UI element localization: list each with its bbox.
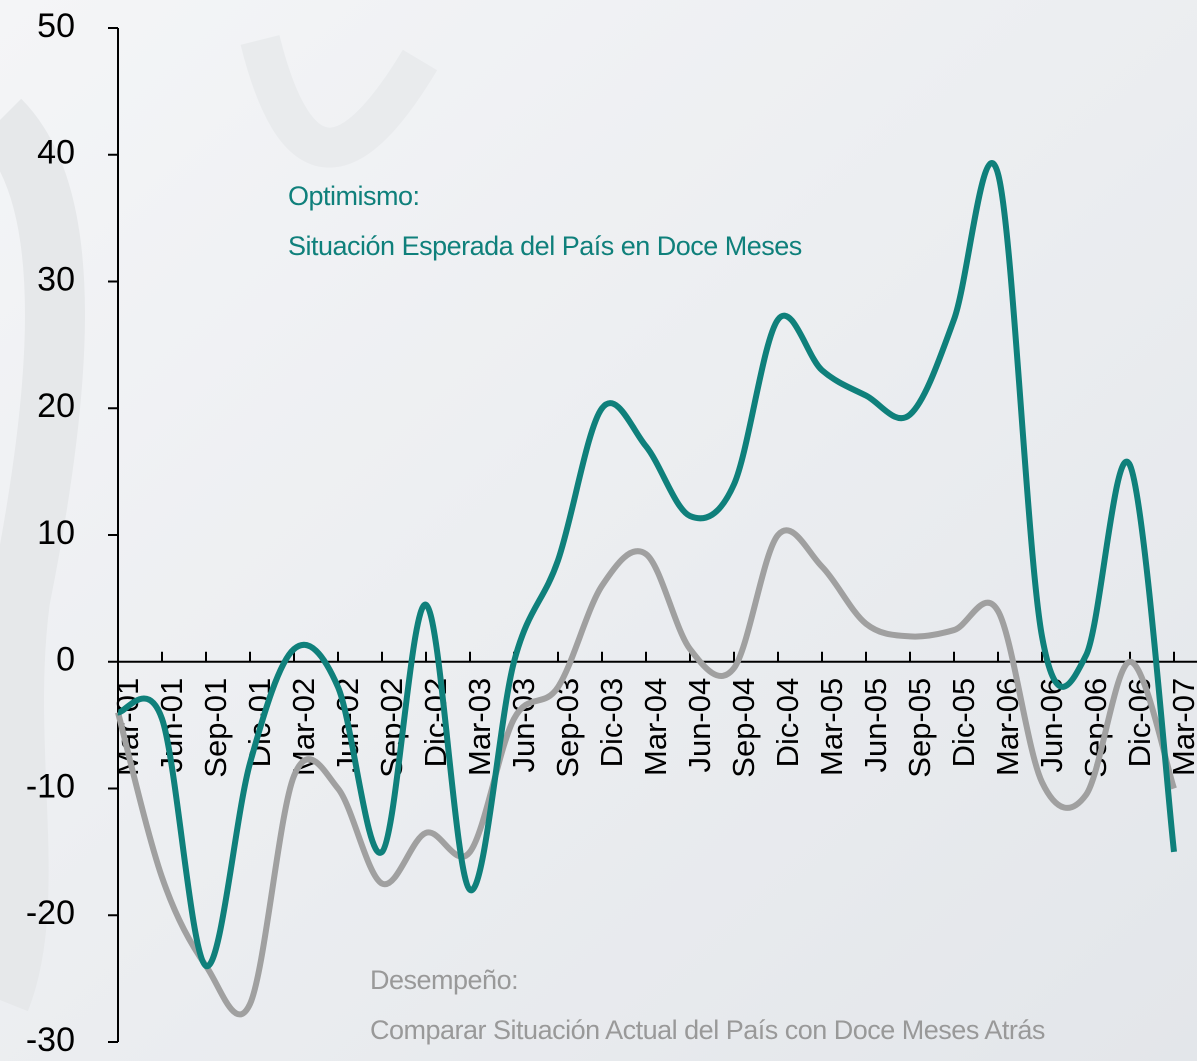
annotation: Comparar Situación Actual del País con D… bbox=[370, 1015, 1045, 1045]
series-line bbox=[115, 527, 1177, 1018]
annotation: Situación Esperada del País en Doce Mese… bbox=[288, 231, 802, 261]
y-tick-label: 10 bbox=[37, 514, 75, 552]
x-tick-label: Mar-04 bbox=[638, 678, 673, 776]
x-tick-label: Mar-07 bbox=[1166, 678, 1197, 776]
x-tick-label: Jun-04 bbox=[682, 678, 717, 773]
series-line bbox=[117, 160, 1177, 969]
y-tick-label: 30 bbox=[37, 260, 75, 298]
y-tick-label: 50 bbox=[37, 7, 75, 45]
x-tick-label: Jun-05 bbox=[858, 678, 893, 773]
y-tick-label: -20 bbox=[26, 894, 75, 932]
x-tick-label: Dic-04 bbox=[770, 678, 805, 768]
x-tick-label: Dic-05 bbox=[946, 678, 981, 768]
x-tick-label: Jun-06 bbox=[1034, 678, 1069, 773]
x-tick-label: Sep-04 bbox=[726, 678, 761, 778]
y-tick-label: -30 bbox=[26, 1021, 75, 1059]
annotation: Optimismo: bbox=[288, 181, 420, 211]
decoration bbox=[0, 98, 85, 1012]
x-tick-label: Mar-03 bbox=[462, 678, 497, 776]
x-tick-label: Sep-05 bbox=[902, 678, 937, 778]
decoration bbox=[240, 35, 438, 168]
y-tick-label: -10 bbox=[26, 767, 75, 805]
y-tick-label: 0 bbox=[56, 641, 75, 679]
x-tick-label: Dic-06 bbox=[1122, 678, 1157, 768]
y-tick-label: 40 bbox=[37, 134, 75, 172]
y-tick-label: 20 bbox=[37, 387, 75, 425]
x-tick-label: Sep-01 bbox=[198, 678, 233, 778]
x-tick-label: Mar-05 bbox=[814, 678, 849, 776]
x-tick-label: Dic-03 bbox=[594, 678, 629, 768]
annotation: Desempeño: bbox=[370, 965, 518, 995]
